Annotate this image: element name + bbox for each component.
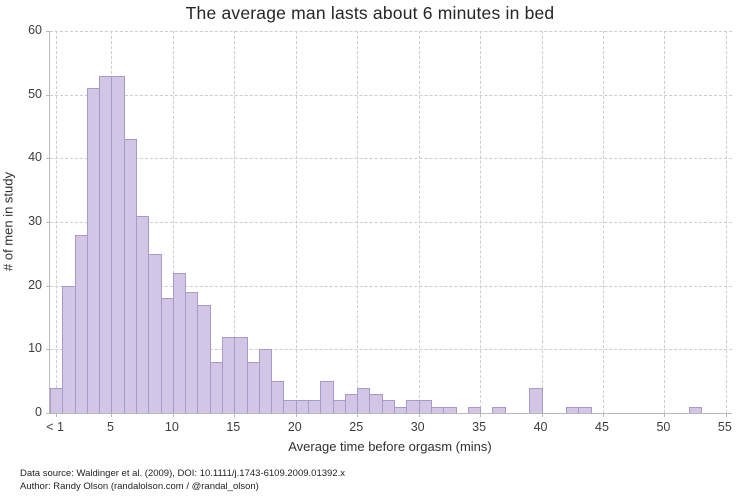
x-tick-label: 40 — [533, 420, 548, 434]
data-source-line: Data source: Waldinger et al. (2009), DO… — [20, 468, 345, 479]
histogram-bar — [197, 305, 211, 413]
x-tick-label: 35 — [472, 420, 487, 434]
x-gridline — [480, 31, 482, 413]
plot-area — [46, 31, 732, 417]
x-gridline — [357, 31, 359, 413]
x-gridline — [56, 31, 58, 413]
y-tick-mark — [46, 285, 50, 287]
y-tick-mark — [46, 31, 50, 32]
histogram-bar — [271, 381, 284, 413]
x-tick-mark — [357, 413, 359, 417]
histogram-bar — [320, 381, 334, 413]
y-axis-label: # of men in study — [0, 172, 16, 271]
x-tick-label: 20 — [287, 420, 302, 434]
x-gridline — [664, 31, 666, 413]
histogram-bar — [689, 407, 702, 413]
x-tick-label: 15 — [226, 420, 241, 434]
x-tick-label: 5 — [106, 420, 114, 434]
histogram-bar — [492, 407, 506, 413]
x-tick-label: 50 — [656, 420, 671, 434]
y-tick-label: 10 — [28, 341, 42, 356]
x-tick-mark — [664, 413, 666, 417]
x-gridline — [295, 31, 297, 413]
x-tick-label: 45 — [595, 420, 609, 434]
x-gridline — [725, 31, 727, 413]
y-tick-label: 20 — [28, 277, 42, 292]
histogram-bar — [406, 400, 420, 413]
x-gridline — [234, 31, 236, 413]
y-tick-label: 50 — [28, 86, 42, 101]
y-gridline — [50, 222, 732, 223]
histogram-bar — [468, 407, 481, 413]
y-tick-mark — [46, 94, 50, 96]
y-tick-mark — [46, 222, 50, 223]
chart-title: The average man lasts about 6 minutes in… — [185, 3, 555, 23]
x-tick-mark — [418, 413, 420, 417]
x-tick-mark — [111, 413, 113, 417]
y-gridline — [50, 285, 732, 287]
y-tick-label: 0 — [35, 405, 42, 419]
x-tick-mark — [295, 413, 297, 417]
histogram-bar — [62, 286, 76, 413]
y-tick-label: 30 — [28, 214, 42, 228]
histogram-bar — [234, 337, 248, 413]
y-gridline — [50, 349, 732, 351]
histogram-bar — [369, 394, 383, 413]
histogram-bar — [578, 407, 592, 413]
histogram-bar — [419, 400, 432, 413]
author-line: Author: Randy Olson (randalolson.com / @… — [20, 480, 259, 492]
x-tick-label: < 1 — [46, 420, 64, 434]
x-gridline — [418, 31, 420, 413]
y-tick-mark — [46, 158, 50, 160]
x-tick-mark — [725, 413, 727, 417]
x-tick-mark — [541, 413, 543, 417]
histogram-bar — [283, 400, 297, 413]
y-gridline — [50, 94, 732, 96]
x-gridline — [602, 31, 604, 413]
x-tick-label: 30 — [410, 420, 425, 434]
histogram-bar — [111, 76, 125, 413]
y-tick-mark — [46, 413, 50, 414]
x-gridline — [172, 31, 174, 413]
x-tick-mark — [56, 413, 58, 417]
histogram-bar — [529, 388, 543, 413]
x-tick-label: 25 — [349, 420, 364, 434]
x-axis-label: Average time before orgasm (mins) — [288, 439, 492, 454]
x-tick-mark — [172, 413, 174, 417]
x-tick-label: 55 — [717, 420, 732, 434]
histogram-bar — [382, 400, 395, 413]
x-tick-mark — [480, 413, 482, 417]
histogram-bar — [443, 407, 457, 413]
y-gridline — [50, 158, 732, 160]
x-tick-label: 10 — [164, 420, 179, 434]
x-tick-mark — [234, 413, 236, 417]
attribution-footer: Data source: Waldinger et al. (2009), DO… — [20, 468, 345, 493]
x-tick-mark — [602, 413, 604, 417]
x-gridline — [541, 31, 543, 413]
y-tick-label: 60 — [28, 23, 42, 37]
y-tick-label: 40 — [28, 150, 42, 165]
y-gridline — [50, 31, 732, 32]
histogram-bar — [148, 254, 162, 413]
y-tick-mark — [46, 349, 50, 351]
